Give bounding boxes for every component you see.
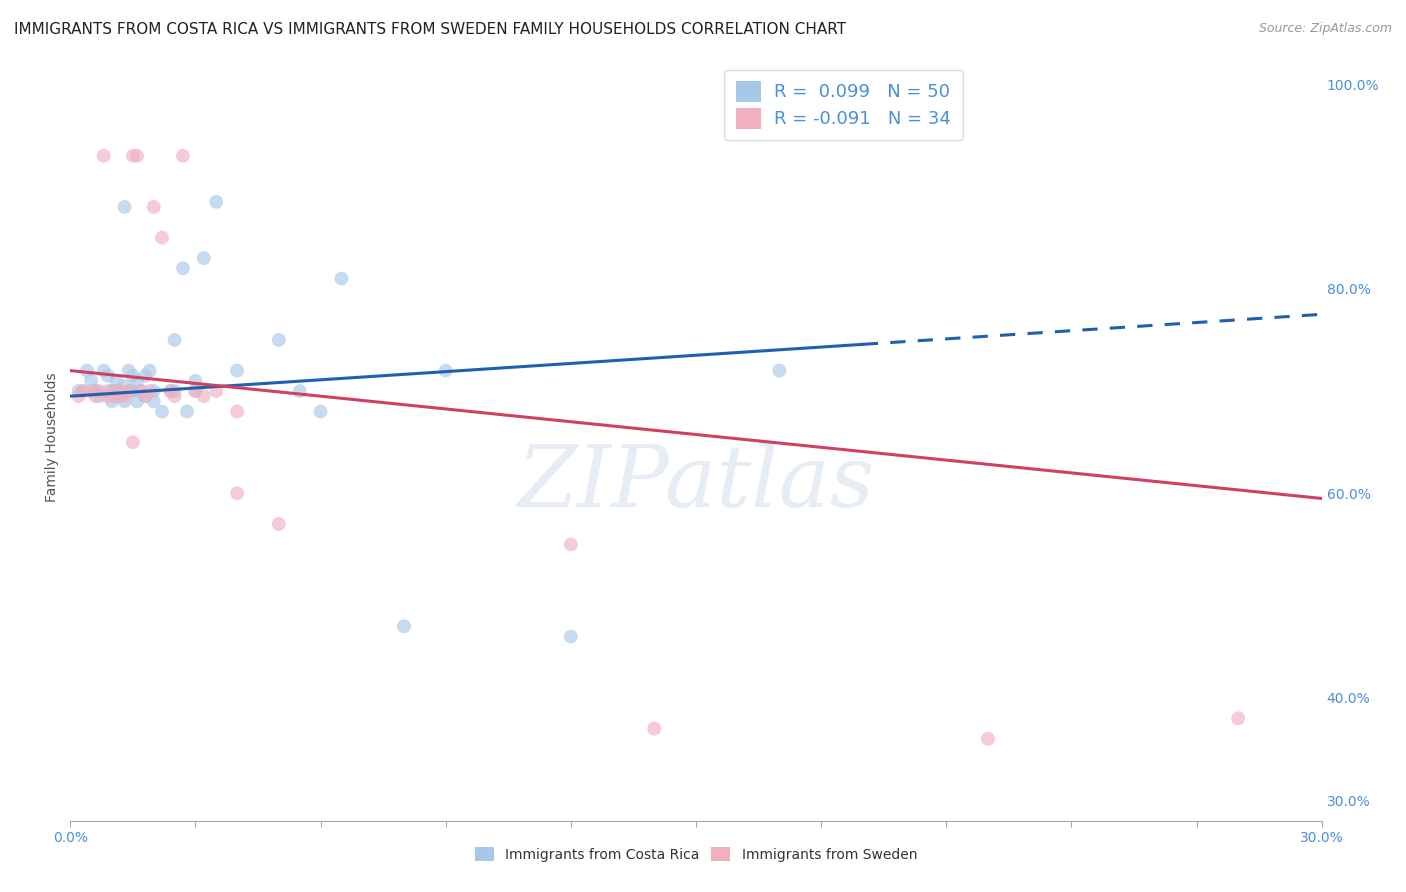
Point <box>226 404 249 418</box>
Point <box>142 394 165 409</box>
Point <box>125 394 148 409</box>
Point <box>184 374 207 388</box>
Point <box>267 333 290 347</box>
Point <box>193 389 215 403</box>
Point <box>121 384 145 398</box>
Point <box>121 368 145 383</box>
Point <box>1227 711 1250 725</box>
Point <box>72 384 94 398</box>
Point <box>114 394 136 409</box>
Point <box>138 384 160 398</box>
Point <box>84 384 107 398</box>
Point <box>134 389 156 403</box>
Point <box>205 194 228 209</box>
Point <box>76 363 98 377</box>
Point <box>67 384 90 398</box>
Point <box>101 384 124 398</box>
Point <box>193 251 215 265</box>
Point <box>97 368 120 383</box>
Point <box>205 384 228 398</box>
Point <box>142 200 165 214</box>
Point <box>110 384 132 398</box>
Point <box>176 404 198 418</box>
Point <box>150 230 173 244</box>
Point <box>134 389 156 403</box>
Point <box>560 537 582 551</box>
Point <box>288 384 311 398</box>
Point <box>118 363 141 377</box>
Point <box>150 404 173 418</box>
Point <box>184 384 207 398</box>
Point <box>97 384 120 398</box>
Text: IMMIGRANTS FROM COSTA RICA VS IMMIGRANTS FROM SWEDEN FAMILY HOUSEHOLDS CORRELATI: IMMIGRANTS FROM COSTA RICA VS IMMIGRANTS… <box>14 22 846 37</box>
Point <box>101 389 124 403</box>
Point <box>101 394 124 409</box>
Text: ZIPatlas: ZIPatlas <box>517 442 875 524</box>
Point <box>392 619 415 633</box>
Point <box>226 486 249 500</box>
Point <box>121 149 145 163</box>
Point <box>93 363 115 377</box>
Point <box>226 363 249 377</box>
Point <box>129 384 152 398</box>
Point <box>93 149 115 163</box>
Point <box>163 384 186 398</box>
Point <box>110 384 132 398</box>
Point <box>80 374 103 388</box>
Point <box>84 389 107 403</box>
Point <box>80 384 103 398</box>
Point <box>142 384 165 398</box>
Point <box>105 374 128 388</box>
Point <box>101 384 124 398</box>
Point <box>105 384 128 398</box>
Text: Source: ZipAtlas.com: Source: ZipAtlas.com <box>1258 22 1392 36</box>
Point <box>72 384 94 398</box>
Point <box>977 731 1000 746</box>
Point <box>67 389 90 403</box>
Point <box>138 363 160 377</box>
Y-axis label: Family Households: Family Households <box>45 372 59 502</box>
Point <box>267 516 290 531</box>
Point <box>118 384 141 398</box>
Point <box>114 200 136 214</box>
Point <box>560 630 582 644</box>
Point <box>159 384 181 398</box>
Point <box>110 389 132 403</box>
Point <box>89 384 111 398</box>
Point <box>330 271 353 285</box>
Point <box>172 261 194 276</box>
Point <box>768 363 790 377</box>
Legend: Immigrants from Costa Rica, Immigrants from Sweden: Immigrants from Costa Rica, Immigrants f… <box>470 841 922 867</box>
Point <box>134 368 156 383</box>
Point <box>121 435 145 450</box>
Point <box>89 389 111 403</box>
Point <box>163 333 186 347</box>
Point <box>105 389 128 403</box>
Point <box>114 389 136 403</box>
Point <box>118 384 141 398</box>
Point <box>129 384 152 398</box>
Point <box>184 384 207 398</box>
Point <box>125 374 148 388</box>
Point <box>125 149 148 163</box>
Point <box>434 363 457 377</box>
Point <box>172 149 194 163</box>
Point <box>97 389 120 403</box>
Point <box>159 384 181 398</box>
Point <box>84 384 107 398</box>
Point <box>643 722 665 736</box>
Point <box>309 404 332 418</box>
Point <box>114 379 136 393</box>
Point <box>163 389 186 403</box>
